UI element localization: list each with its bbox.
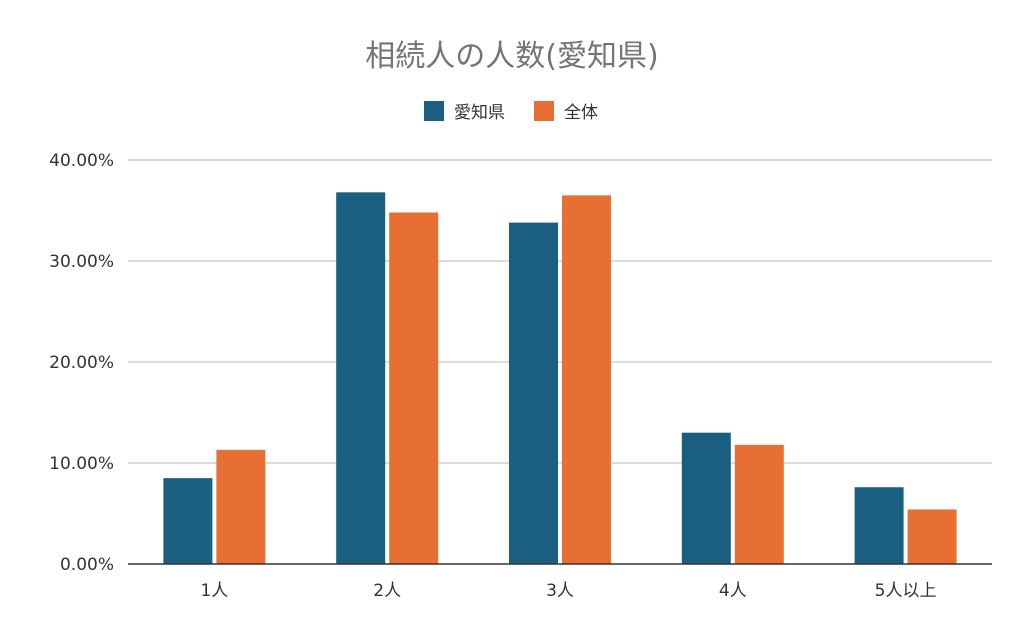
legend: 愛知県 全体: [424, 101, 598, 123]
x-tick-label: 2人: [373, 581, 401, 601]
x-tick-label: 5人以上: [875, 581, 937, 601]
bar-all-2: [389, 212, 439, 564]
bar-all-1: [216, 449, 266, 564]
x-axis: 1人 2人 3人 4人 5人以上: [128, 563, 992, 601]
legend-swatch: [534, 101, 554, 121]
legend-label: 愛知県: [454, 103, 505, 123]
y-tick-label: 30.00%: [49, 252, 114, 272]
legend-swatch: [424, 101, 444, 121]
gridlines: [128, 159, 992, 464]
x-tick-label: 3人: [546, 581, 574, 601]
bar-aichi-4: [681, 432, 731, 564]
bar-aichi-3: [509, 222, 558, 564]
y-axis: 0.00% 10.00% 20.00% 30.00% 40.00%: [49, 151, 114, 575]
bar-aichi-5: [854, 487, 904, 564]
x-tick-label: 1人: [200, 581, 228, 601]
y-tick-label: 0.00%: [60, 555, 114, 575]
y-tick-label: 40.00%: [49, 151, 114, 171]
bar-aichi-2: [336, 192, 386, 564]
chart-title: 相続人の人数(愛知県): [365, 39, 658, 74]
y-tick-label: 10.00%: [49, 454, 114, 474]
legend-label: 全体: [564, 103, 598, 123]
x-tick-label: 4人: [719, 581, 747, 601]
bar-aichi-1: [163, 478, 213, 564]
bar-all-3: [562, 195, 611, 564]
bars: [163, 192, 957, 564]
bar-all-5: [907, 509, 957, 564]
y-tick-label: 20.00%: [49, 353, 114, 373]
bar-all-4: [734, 444, 784, 564]
